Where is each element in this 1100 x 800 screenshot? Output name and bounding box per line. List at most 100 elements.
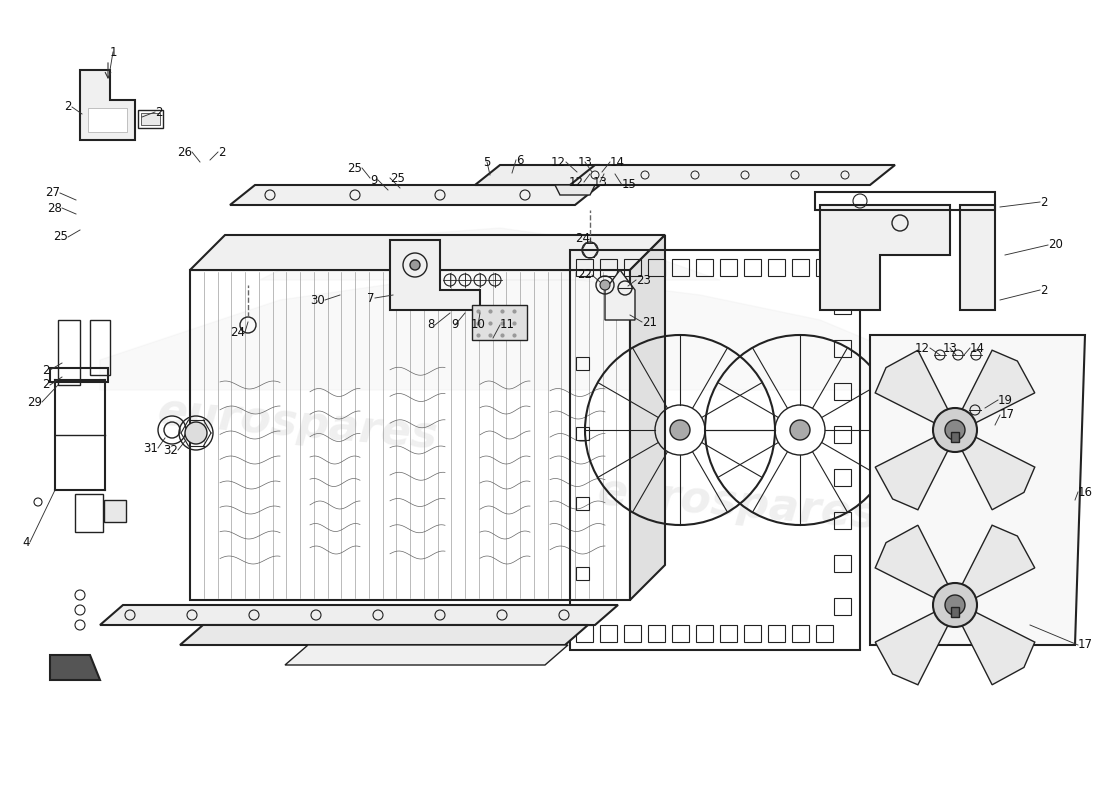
Bar (90, 320, 110, 375)
Bar (570, 250, 860, 650)
Text: 16: 16 (1078, 486, 1093, 498)
Circle shape (945, 420, 965, 440)
Text: 20: 20 (1048, 238, 1063, 251)
Polygon shape (962, 438, 1035, 510)
Bar (138, 110, 163, 128)
Polygon shape (962, 350, 1035, 422)
Polygon shape (230, 185, 600, 205)
Bar (576, 567, 588, 580)
Bar (720, 259, 737, 276)
Circle shape (410, 260, 420, 270)
Text: 12: 12 (569, 175, 584, 189)
Polygon shape (876, 350, 948, 422)
Text: 13: 13 (943, 342, 957, 354)
Polygon shape (100, 280, 900, 390)
Text: 17: 17 (1000, 409, 1015, 422)
Text: 14: 14 (970, 342, 985, 354)
Bar (75, 494, 103, 532)
Bar (952, 432, 959, 442)
Text: 25: 25 (348, 162, 362, 174)
Bar (672, 625, 689, 642)
Polygon shape (870, 335, 1085, 645)
Polygon shape (285, 645, 568, 665)
Text: 32: 32 (163, 443, 178, 457)
Bar (834, 598, 851, 615)
Text: 9: 9 (451, 318, 459, 331)
Polygon shape (180, 625, 588, 645)
Bar (744, 259, 761, 276)
Polygon shape (962, 526, 1035, 598)
Bar (952, 607, 959, 617)
Circle shape (670, 420, 690, 440)
Text: 30: 30 (310, 294, 324, 306)
Polygon shape (50, 655, 100, 680)
Bar (815, 192, 996, 210)
Bar (190, 270, 630, 600)
Bar (696, 625, 713, 642)
Bar (576, 497, 588, 510)
Bar (624, 625, 641, 642)
Text: 11: 11 (500, 318, 515, 331)
Text: 2: 2 (1040, 195, 1047, 209)
Bar (960, 205, 996, 310)
Text: 7: 7 (367, 291, 375, 305)
Text: eurospares: eurospares (155, 390, 439, 458)
Polygon shape (630, 235, 666, 600)
Text: 25: 25 (53, 230, 68, 243)
Circle shape (600, 280, 610, 290)
Bar (834, 469, 851, 486)
Text: 12: 12 (551, 155, 566, 169)
Polygon shape (605, 270, 635, 320)
Polygon shape (962, 612, 1035, 685)
Text: 19: 19 (998, 394, 1013, 406)
Bar (576, 259, 593, 276)
Text: 8: 8 (428, 318, 435, 331)
Polygon shape (876, 526, 948, 598)
Circle shape (933, 408, 977, 452)
Polygon shape (556, 185, 595, 195)
Bar (792, 259, 808, 276)
Text: 21: 21 (642, 315, 657, 329)
Text: 2: 2 (218, 146, 226, 158)
Text: 6: 6 (516, 154, 524, 166)
Text: 25: 25 (390, 171, 405, 185)
Text: 15: 15 (621, 178, 637, 191)
Circle shape (933, 583, 977, 627)
Text: 2: 2 (43, 363, 50, 377)
Text: 14: 14 (610, 155, 625, 169)
Circle shape (945, 595, 965, 615)
Bar (768, 259, 785, 276)
Polygon shape (820, 205, 950, 310)
Polygon shape (475, 165, 600, 185)
Bar (472, 305, 527, 340)
Text: 4: 4 (22, 535, 30, 549)
Text: 31: 31 (143, 442, 158, 454)
Text: 26: 26 (177, 146, 192, 158)
Text: 13: 13 (578, 155, 593, 169)
Bar (834, 555, 851, 572)
Polygon shape (80, 70, 135, 140)
Bar (576, 427, 588, 440)
Text: 2: 2 (155, 106, 163, 118)
Bar (104, 500, 126, 522)
Polygon shape (88, 108, 126, 132)
Bar (50, 368, 108, 382)
Polygon shape (260, 228, 720, 280)
Text: 2: 2 (1040, 283, 1047, 297)
Text: 9: 9 (371, 174, 378, 186)
Bar (624, 259, 641, 276)
Polygon shape (876, 612, 948, 685)
Text: 29: 29 (28, 395, 42, 409)
Text: 28: 28 (47, 202, 62, 214)
Bar (834, 297, 851, 314)
Bar (696, 259, 713, 276)
Bar (834, 426, 851, 443)
Text: 12: 12 (915, 342, 930, 354)
Bar (744, 625, 761, 642)
Bar (648, 625, 666, 642)
Bar (672, 259, 689, 276)
Bar (58, 320, 80, 385)
Text: 1: 1 (109, 46, 117, 58)
Text: 27: 27 (45, 186, 60, 199)
Bar (834, 340, 851, 357)
